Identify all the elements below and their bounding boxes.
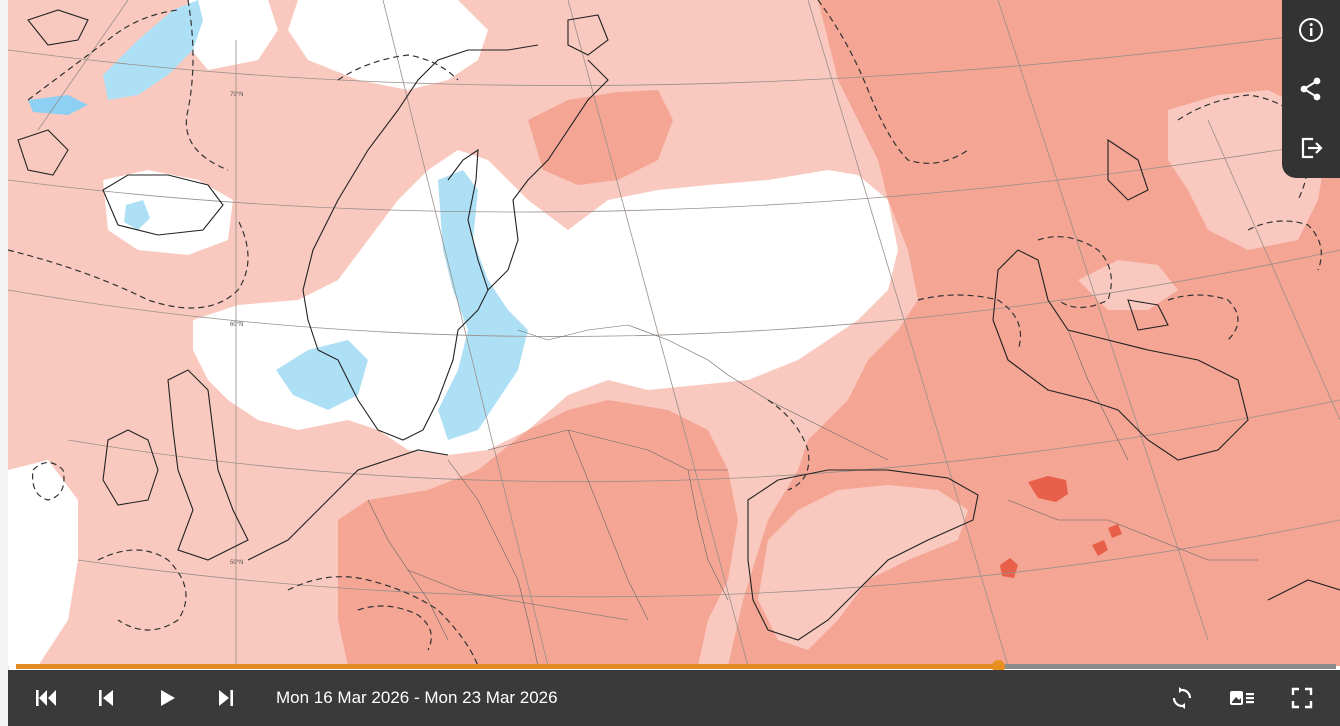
cool-region-small xyxy=(124,200,150,230)
coastline-svalbard xyxy=(27,9,89,46)
warm-strong-spot-2 xyxy=(1092,540,1108,556)
cool-region-norwegian-coast xyxy=(276,340,368,410)
near-normal-region-north xyxy=(288,0,488,90)
side-panel xyxy=(1282,0,1340,178)
cool-region-baltic xyxy=(438,170,528,440)
meridian-6 xyxy=(1207,119,1340,421)
cool-region-greenland-sea xyxy=(103,0,203,100)
previous-step-icon xyxy=(99,690,113,706)
warm-strong-spot-caucasus xyxy=(1028,476,1068,502)
cool-region-arctic xyxy=(28,95,88,115)
share-button[interactable] xyxy=(1282,59,1340,118)
coastline-se xyxy=(1267,579,1340,601)
coastline-britain xyxy=(167,369,249,561)
loop-icon xyxy=(1172,687,1192,709)
country-borders xyxy=(367,324,1258,666)
meridian-5 xyxy=(997,0,1209,641)
near-normal-region xyxy=(193,150,898,455)
skip-to-start-icon xyxy=(36,690,56,706)
coastline-lake-ne xyxy=(1107,138,1149,201)
info-icon xyxy=(1299,17,1323,42)
coastline-iceland xyxy=(102,174,224,236)
warm-medium-region-baltic xyxy=(528,90,673,185)
meridian-4 xyxy=(807,0,1009,666)
coastline-white-sea xyxy=(567,14,609,56)
coastline-caspian-north xyxy=(992,249,1249,461)
coastline-greenland xyxy=(17,129,69,176)
coastline-norway xyxy=(302,44,539,351)
near-normal-region-nw xyxy=(183,0,278,70)
loop-button[interactable] xyxy=(1166,682,1198,714)
near-normal-region-iceland xyxy=(103,170,233,255)
coastline-sweden xyxy=(317,148,489,441)
latitude-line-70 xyxy=(8,29,1340,86)
anomaly-map[interactable]: 70°N 60°N 50°N xyxy=(8,0,1340,666)
date-range-label: Mon 16 Mar 2026 - Mon 23 Mar 2026 xyxy=(276,688,558,707)
play-icon xyxy=(161,690,175,706)
timeline-track[interactable] xyxy=(16,660,1336,673)
play-button[interactable] xyxy=(151,682,183,714)
map-canvas: 70°N 60°N 50°N xyxy=(8,0,1340,666)
share-icon xyxy=(1300,77,1321,100)
coastlines xyxy=(17,9,1340,641)
latitude-line-50 xyxy=(77,519,1340,598)
meridian-3 xyxy=(567,0,749,666)
export-button[interactable] xyxy=(1282,118,1340,177)
skip-to-start-button[interactable] xyxy=(30,682,62,714)
fullscreen-button[interactable] xyxy=(1286,682,1318,714)
coastline-north-sea xyxy=(247,449,449,561)
latitude-label-50: 50°N xyxy=(230,560,243,566)
warm-light-patch-east xyxy=(1078,260,1178,310)
fullscreen-icon xyxy=(1291,687,1313,709)
timeline-slider[interactable] xyxy=(8,660,1340,673)
coastline-lake-east xyxy=(1127,299,1169,331)
meridian-2 xyxy=(382,0,549,666)
timeline-progress-fill xyxy=(16,664,999,669)
latitude-label-70: 70°N xyxy=(230,92,243,98)
coastline-ireland xyxy=(102,429,159,506)
timeline-handle[interactable] xyxy=(992,660,1006,673)
latitude-line-55 xyxy=(67,399,1340,483)
next-step-button[interactable] xyxy=(210,682,242,714)
graticule xyxy=(8,0,1340,666)
coastline-black-sea xyxy=(747,469,979,641)
export-icon xyxy=(1301,137,1323,158)
next-step-icon xyxy=(219,690,233,706)
coastline-finland xyxy=(487,59,609,291)
warm-light-patch-black-sea xyxy=(758,485,968,650)
latitude-line-60 xyxy=(8,249,1340,337)
near-normal-region-west xyxy=(8,460,78,666)
legend-toggle-button[interactable] xyxy=(1226,682,1258,714)
playback-toolbar: Mon 16 Mar 2026 - Mon 23 Mar 2026 xyxy=(8,670,1340,726)
info-button[interactable] xyxy=(1282,0,1340,59)
warm-strong-spot-3 xyxy=(1108,524,1122,538)
meridian-7 xyxy=(37,0,129,131)
latitude-label-60: 60°N xyxy=(230,322,243,328)
previous-step-button[interactable] xyxy=(90,682,122,714)
latitude-line-65 xyxy=(8,139,1340,213)
legend-icon xyxy=(1230,691,1254,705)
warm-strong-spot-1 xyxy=(1000,558,1018,578)
